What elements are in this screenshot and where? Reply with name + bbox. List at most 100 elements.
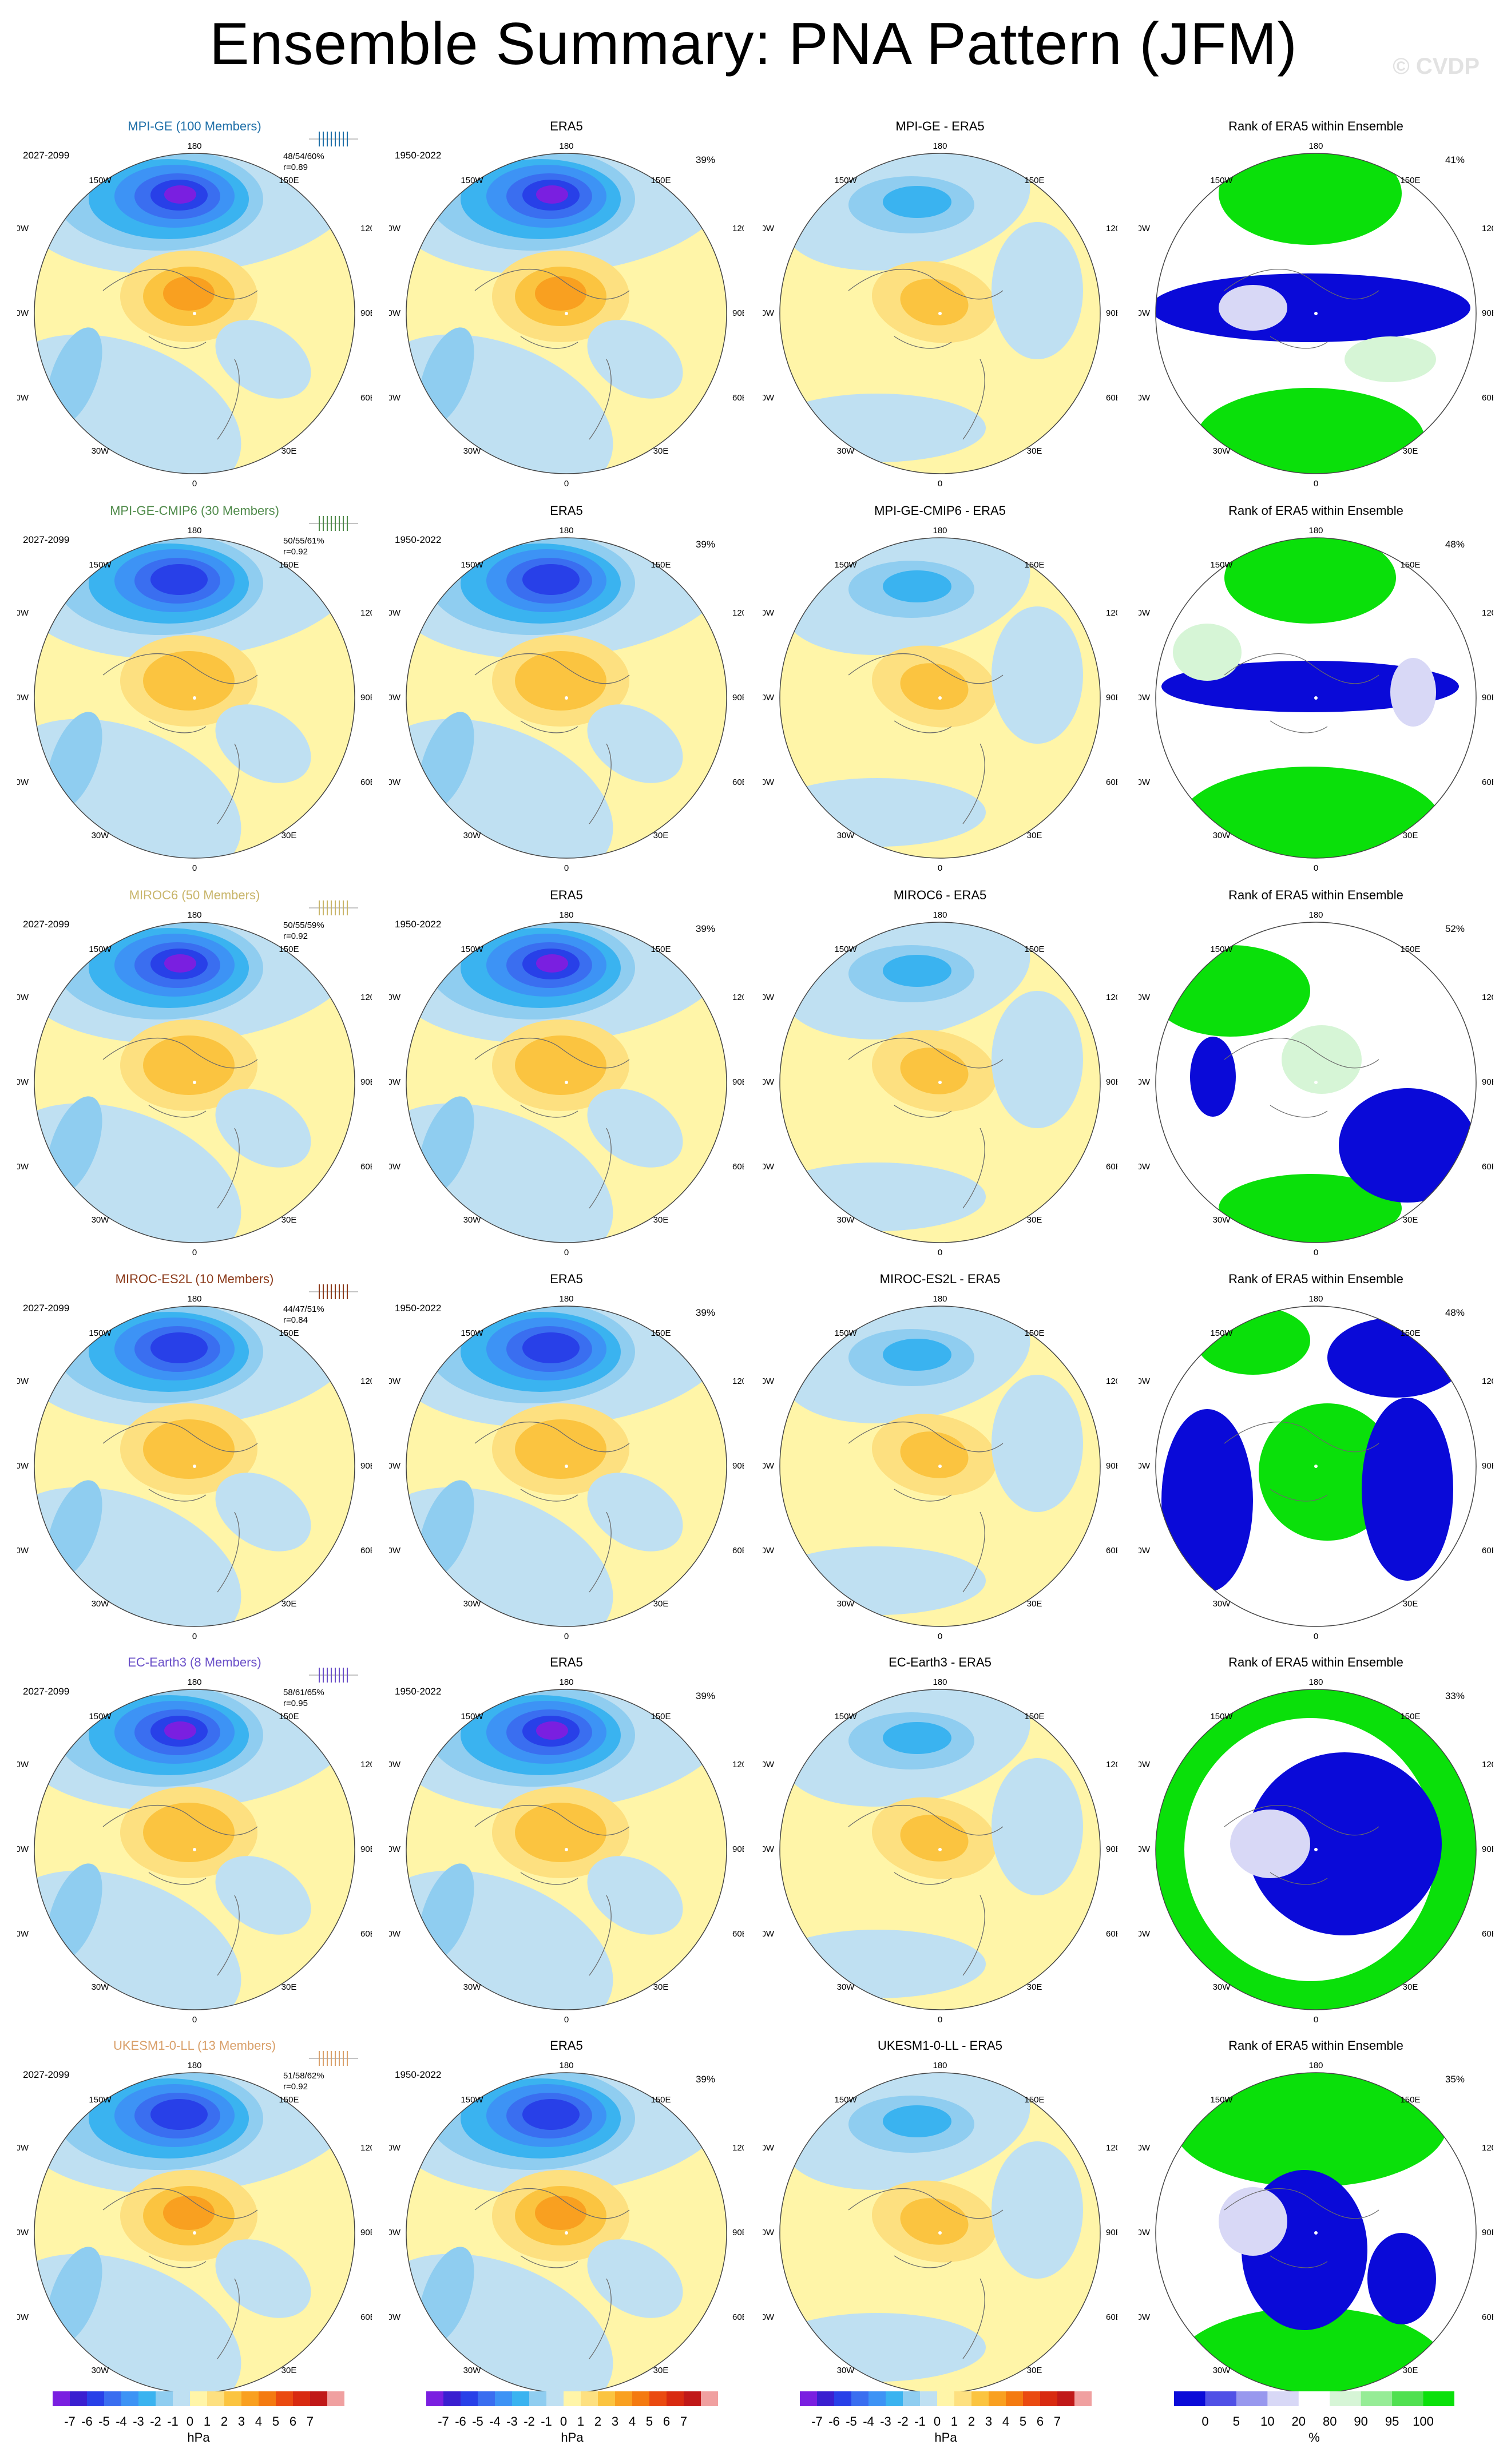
lon-label-r3: 60E (732, 1162, 744, 1172)
diff-c2 (883, 1722, 951, 1754)
lon-label-ul: 150W (461, 2095, 483, 2105)
colorbar-unit: hPa (187, 2430, 210, 2445)
lon-label-top: 180 (187, 1294, 201, 1304)
colorbar-swatch (1205, 2391, 1237, 2406)
colorbar-swatch (886, 2391, 903, 2406)
lon-label-ll: 30W (92, 1982, 110, 1992)
model-period: 2027-2099 (23, 2069, 70, 2080)
lon-label-bottom: 0 (1314, 1248, 1318, 1257)
lon-label-ll: 30W (92, 1215, 110, 1225)
colorbar-tick: -4 (489, 2414, 501, 2429)
rank-region (1345, 336, 1436, 382)
lon-label-ul: 150W (461, 1328, 483, 1338)
lon-label-top: 180 (1308, 141, 1323, 151)
high-c2 (143, 651, 235, 711)
lon-label-lr: 30E (1027, 446, 1042, 456)
obs-period: 1950-2022 (395, 2069, 442, 2080)
colorbar-tick: 4 (1002, 2414, 1010, 2429)
colorbar-swatch (954, 2391, 972, 2406)
lon-label-ul: 150W (1210, 2095, 1233, 2105)
obs-period: 1950-2022 (395, 150, 442, 161)
lon-label-top: 180 (187, 2061, 201, 2070)
low-core (164, 954, 196, 973)
low-c5 (522, 564, 580, 595)
diff-c2 (883, 955, 951, 987)
coastline (474, 1038, 630, 1209)
lon-label-l3: 60W (389, 1929, 401, 1939)
lon-label-lr: 30E (653, 2366, 669, 2375)
lon-label-ul: 150W (1210, 1328, 1233, 1338)
colorbar-swatch (684, 2391, 701, 2406)
colorbar-tick: 1 (203, 2414, 211, 2429)
lon-label-l2: 90W (1139, 1077, 1151, 1087)
model-period: 2027-2099 (23, 150, 70, 161)
lon-label-lr: 30E (1027, 831, 1042, 840)
lon-label-ll: 30W (92, 1599, 110, 1609)
lon-label-bottom: 0 (192, 479, 197, 489)
rank-region (1247, 1752, 1442, 1935)
lon-label-ur: 150E (651, 1712, 671, 1721)
lon-label-ll: 30W (837, 1599, 855, 1609)
lon-label-r2: 90E (732, 308, 744, 318)
lon-label-r1: 120E (732, 993, 744, 1002)
pole-dot (565, 1848, 568, 1851)
map-border (1155, 1689, 1477, 2010)
rank-region (1156, 273, 1470, 342)
lon-label-l2: 90W (763, 1461, 775, 1471)
colorbar-tick: -2 (524, 2414, 535, 2429)
colorbar-unit: % (1308, 2430, 1320, 2445)
lon-label-top: 180 (559, 526, 573, 535)
colorbar-tick: -3 (133, 2414, 144, 2429)
lon-label-top: 180 (559, 1677, 573, 1687)
pole-dot (193, 312, 196, 315)
lon-label-r3: 60E (732, 1929, 744, 1939)
colorbar-swatch (817, 2391, 835, 2406)
colorbar-tick: 2 (967, 2414, 975, 2429)
colorbar-swatch (546, 2391, 564, 2406)
colorbar-swatch (478, 2391, 495, 2406)
lon-label-bottom: 0 (1314, 1632, 1318, 1641)
diff-c2 (883, 186, 951, 218)
high-c3 (163, 2196, 215, 2230)
colorbar-swatch (173, 2391, 191, 2406)
lon-label-r3: 60E (1106, 2312, 1117, 2322)
obs-title: ERA5 (550, 119, 583, 133)
rank-title: Rank of ERA5 within Ensemble (1228, 119, 1403, 133)
lon-label-r2: 90E (1106, 1844, 1117, 1854)
lon-label-r2: 90E (1482, 308, 1493, 318)
low-core (164, 1721, 196, 1740)
lon-label-r1: 120E (1106, 608, 1117, 618)
lon-label-r1: 120E (1482, 1376, 1493, 1386)
colorbar-swatch (70, 2391, 88, 2406)
lon-label-bottom: 0 (938, 1248, 942, 1257)
obs-period: 1950-2022 (395, 1686, 442, 1697)
lon-label-r2: 90E (360, 693, 372, 703)
colorbar-swatch (1174, 2391, 1205, 2406)
lon-label-r3: 60E (732, 393, 744, 403)
lon-label-l2: 90W (17, 1461, 29, 1471)
lon-label-r3: 60E (1482, 1929, 1493, 1939)
colorbar-tick: -3 (880, 2414, 891, 2429)
lon-label-ur: 150E (1024, 1712, 1044, 1721)
lon-label-ll: 30W (1213, 2366, 1231, 2375)
lon-label-bottom: 0 (1314, 863, 1318, 873)
colorbar-tick: 6 (663, 2414, 671, 2429)
rank-region (1196, 388, 1425, 474)
lon-label-ul: 150W (1210, 176, 1233, 185)
lon-label-top: 180 (933, 1677, 947, 1687)
diff-side (992, 1758, 1083, 1895)
lon-label-r1: 120E (360, 608, 372, 618)
colorbar-swatch (310, 2391, 328, 2406)
lon-label-ll: 30W (837, 446, 855, 456)
model-title: UKESM1-0-LL (13 Members) (113, 2038, 276, 2053)
lon-label-ul: 150W (89, 2095, 112, 2105)
rank-region (1190, 1037, 1236, 1117)
lon-label-l2: 90W (1139, 308, 1151, 318)
